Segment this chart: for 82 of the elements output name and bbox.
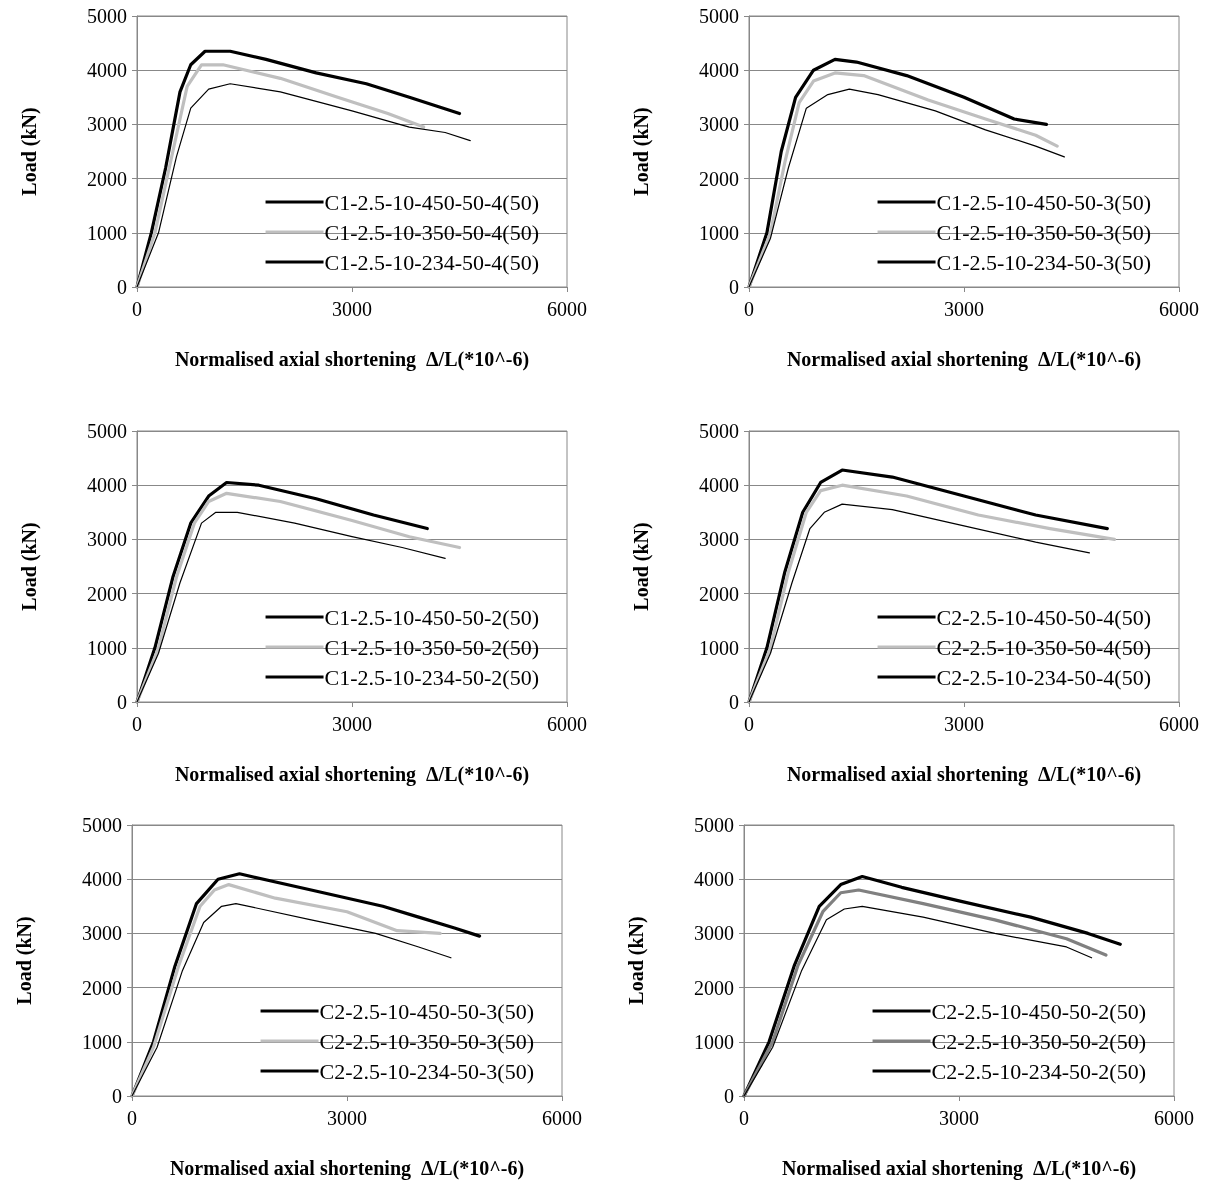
y-tick-label: 3000 [699,113,739,136]
y-tick-label: 2000 [87,167,127,190]
x-axis-title: Normalised axial shortening Δ/L(*10^-6) [786,763,1142,786]
y-tick-label: 0 [117,691,127,713]
y-tick-label: 2000 [699,167,739,190]
y-tick-label: 0 [112,1085,122,1107]
x-tick-label: 0 [744,713,754,735]
y-tick-label: 3000 [87,113,127,136]
x-tick-label: 3000 [332,713,372,735]
y-tick-label: 5000 [699,420,739,442]
legend-label: C1-2.5-10-450-50-2(50) [324,604,540,630]
x-tick-label: 0 [744,298,754,320]
y-tick-label: 4000 [699,59,739,82]
x-tick-label: 3000 [939,1107,979,1129]
y-tick-label: 1000 [694,1030,734,1053]
y-tick-label: 1000 [699,221,739,244]
legend-label: C1-2.5-10-350-50-2(50) [324,634,540,660]
legend-label: C2-2.5-10-234-50-2(50) [931,1058,1147,1084]
legend-label: C1-2.5-10-350-50-3(50) [936,219,1152,245]
legend-label: C1-2.5-10-450-50-4(50) [324,189,540,215]
legend-label: C2-2.5-10-350-50-4(50) [936,634,1152,660]
x-axis-title: Normalised axial shortening Δ/L(*10^-6) [174,763,530,786]
x-tick-label: 6000 [1159,713,1199,735]
x-tick-label: 0 [132,298,142,320]
x-axis-title: Normalised axial shortening Δ/L(*10^-6) [169,1157,525,1180]
y-tick-label: 0 [117,276,127,298]
y-tick-label: 1000 [82,1030,122,1053]
legend-label: C2-2.5-10-350-50-2(50) [931,1028,1147,1054]
legend-label: C1-2.5-10-350-50-4(50) [324,219,540,245]
y-tick-label: 4000 [699,474,739,497]
y-axis-title: Load (kN) [13,916,36,1005]
y-tick-label: 2000 [87,582,127,605]
y-tick-label: 1000 [87,221,127,244]
legend-label: C1-2.5-10-234-50-3(50) [936,249,1152,275]
x-axis-title: Normalised axial shortening Δ/L(*10^-6) [781,1157,1137,1180]
x-tick-label: 6000 [547,713,587,735]
y-tick-label: 5000 [87,420,127,442]
y-tick-label: 1000 [699,636,739,659]
x-tick-label: 0 [132,713,142,735]
y-tick-label: 1000 [87,636,127,659]
y-tick-label: 2000 [694,976,734,999]
y-tick-label: 0 [724,1085,734,1107]
y-axis-title: Load (kN) [18,522,41,611]
y-tick-label: 4000 [87,59,127,82]
y-tick-label: 5000 [694,814,734,836]
x-tick-label: 3000 [944,713,984,735]
x-tick-label: 3000 [332,298,372,320]
y-axis-title: Load (kN) [18,107,41,196]
x-tick-label: 3000 [944,298,984,320]
y-tick-label: 4000 [82,868,122,891]
y-axis-title: Load (kN) [630,522,653,611]
y-tick-label: 4000 [694,868,734,891]
legend-label: C2-2.5-10-234-50-3(50) [319,1058,535,1084]
y-tick-label: 5000 [82,814,122,836]
y-tick-label: 3000 [699,528,739,551]
y-tick-label: 0 [729,691,739,713]
x-axis-title: Normalised axial shortening Δ/L(*10^-6) [786,348,1142,371]
x-tick-label: 3000 [327,1107,367,1129]
x-axis-title: Normalised axial shortening Δ/L(*10^-6) [174,348,530,371]
y-tick-label: 0 [729,276,739,298]
y-tick-label: 5000 [87,5,127,27]
legend-label: C2-2.5-10-350-50-3(50) [319,1028,535,1054]
y-axis-title: Load (kN) [625,916,648,1005]
x-tick-label: 6000 [547,298,587,320]
x-tick-label: 6000 [542,1107,582,1129]
legend-label: C1-2.5-10-234-50-2(50) [324,664,540,690]
y-tick-label: 4000 [87,474,127,497]
y-tick-label: 2000 [699,582,739,605]
y-tick-label: 3000 [82,922,122,945]
x-tick-label: 6000 [1159,298,1199,320]
legend-label: C1-2.5-10-450-50-3(50) [936,189,1152,215]
legend-label: C2-2.5-10-450-50-3(50) [319,998,535,1024]
x-tick-label: 6000 [1154,1107,1194,1129]
y-tick-label: 3000 [694,922,734,945]
y-tick-label: 3000 [87,528,127,551]
legend-label: C2-2.5-10-450-50-4(50) [936,604,1152,630]
legend-label: C1-2.5-10-234-50-4(50) [324,249,540,275]
y-axis-title: Load (kN) [630,107,653,196]
legend-label: C2-2.5-10-234-50-4(50) [936,664,1152,690]
y-tick-label: 2000 [82,976,122,999]
y-tick-label: 5000 [699,5,739,27]
legend-label: C2-2.5-10-450-50-2(50) [931,998,1147,1024]
